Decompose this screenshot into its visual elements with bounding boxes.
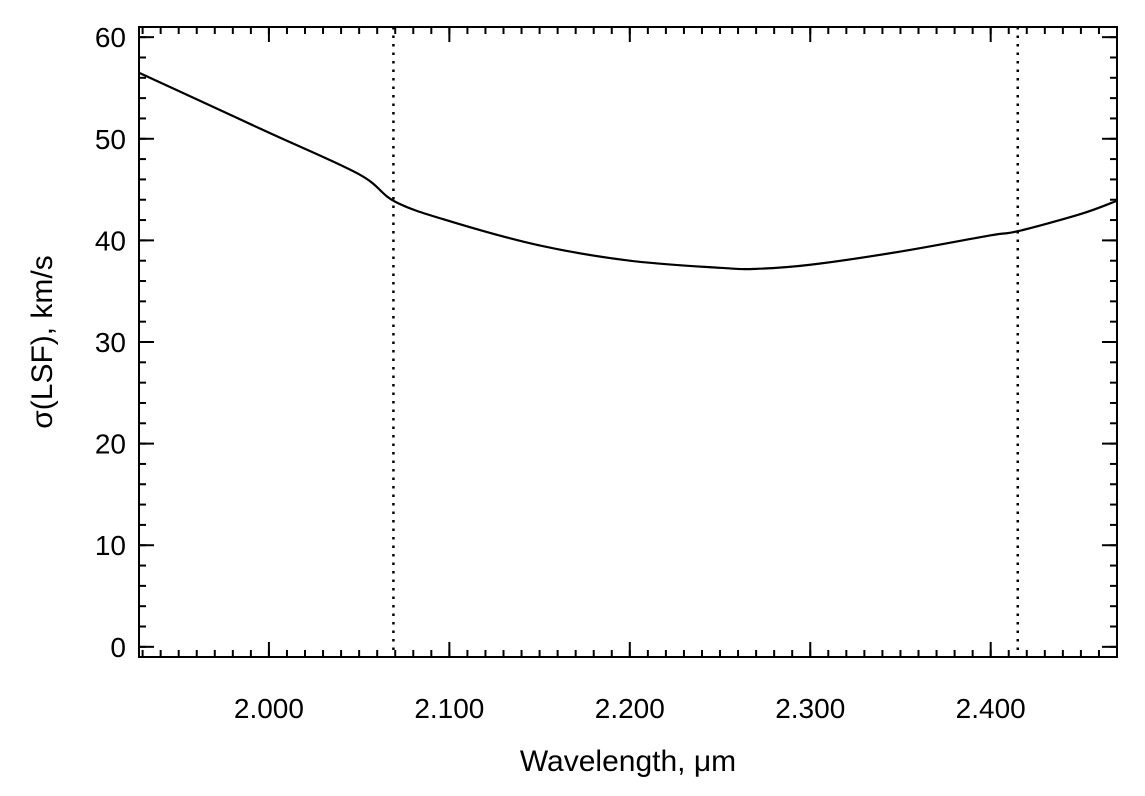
y-tick-label: 10 [95, 530, 126, 561]
y-tick-label: 0 [110, 632, 126, 663]
major-ticks-layer [139, 27, 1117, 657]
x-axis-label: Wavelength, μm [520, 745, 736, 778]
x-tick-labels: 2.000 2.100 2.200 2.300 2.400 [234, 693, 1026, 724]
x-tick-label: 2.000 [234, 693, 304, 724]
y-axis-label: σ(LSF), km/s [26, 255, 59, 429]
y-tick-label: 20 [95, 429, 126, 460]
y-tick-label: 50 [95, 124, 126, 155]
x-tick-label: 2.400 [956, 693, 1026, 724]
vlines-layer [392, 27, 1020, 657]
plot-frame [138, 26, 1118, 658]
y-tick-labels: 0 10 20 30 40 50 60 [95, 22, 126, 663]
series-line-0 [138, 71, 1118, 271]
y-tick-label: 40 [95, 225, 126, 256]
minor-ticks-layer [139, 27, 1118, 657]
curves-layer [138, 71, 1118, 271]
x-tick-label: 2.300 [775, 693, 845, 724]
x-tick-label: 2.100 [414, 693, 484, 724]
y-tick-label: 60 [95, 22, 126, 53]
y-tick-label: 30 [95, 327, 126, 358]
x-tick-label: 2.200 [595, 693, 665, 724]
